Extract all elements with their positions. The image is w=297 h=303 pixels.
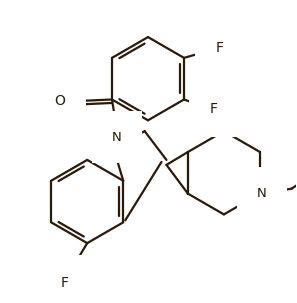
Text: N: N [257,187,267,200]
Text: F: F [60,276,68,290]
Text: F: F [210,102,218,116]
Text: F: F [216,41,224,55]
Text: N: N [112,131,122,144]
Text: O: O [54,95,65,108]
